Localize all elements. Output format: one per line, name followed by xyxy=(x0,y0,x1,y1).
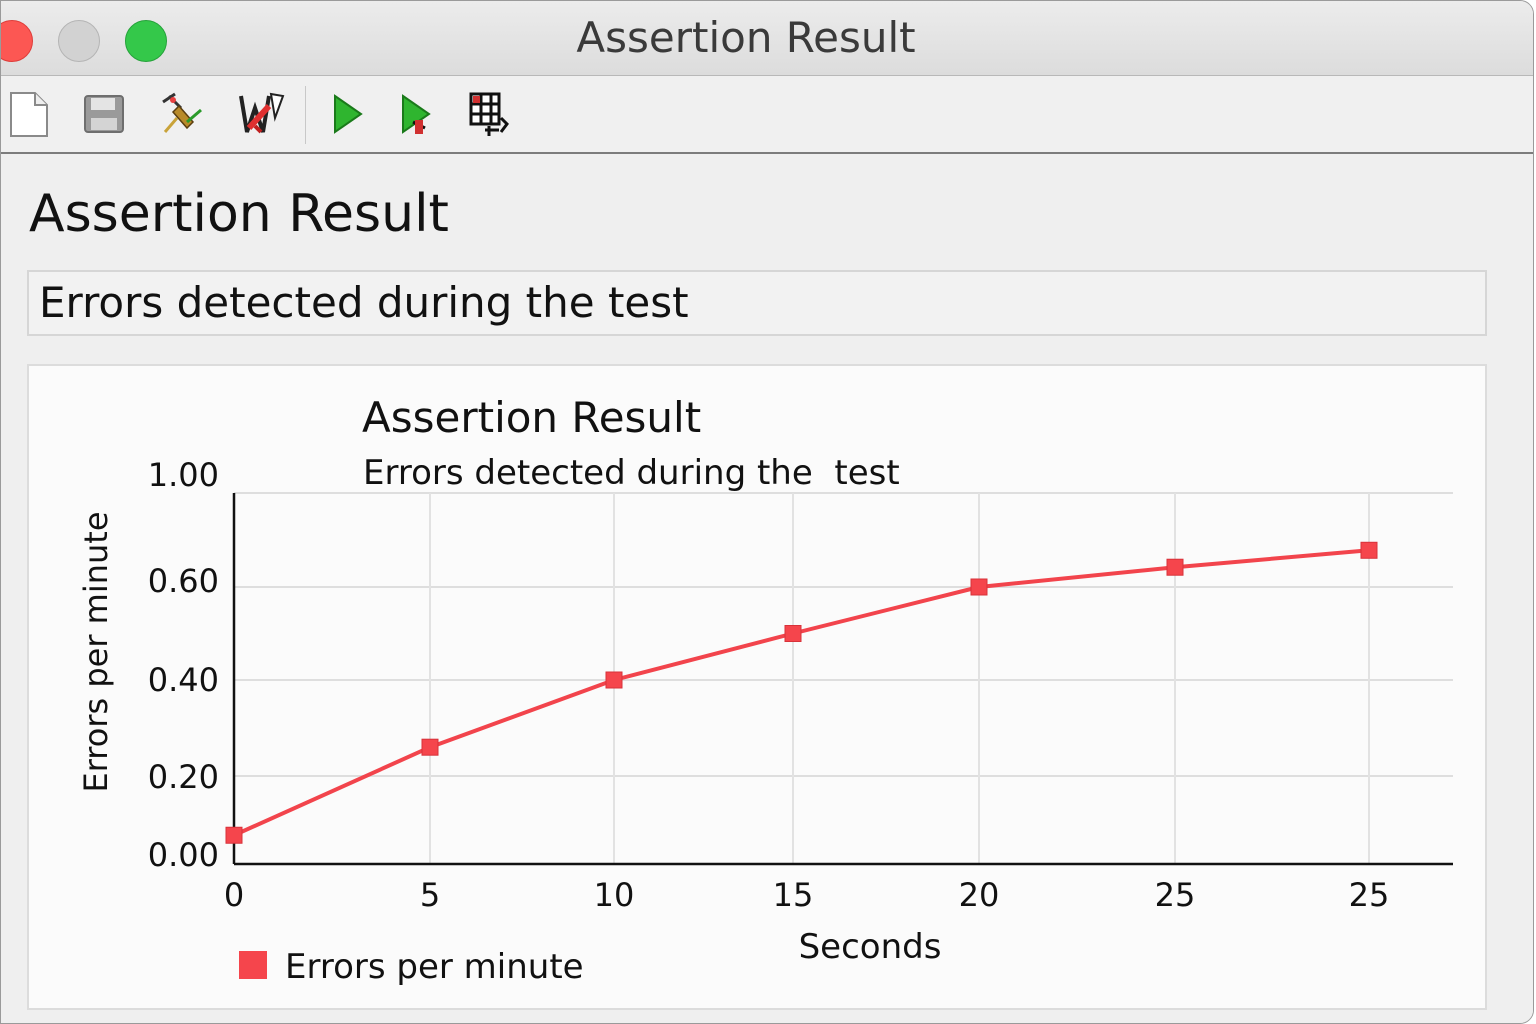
clear-icon[interactable] xyxy=(155,88,207,140)
data-point xyxy=(421,738,439,756)
name-field[interactable]: Errors detected during the test xyxy=(27,270,1487,336)
data-point xyxy=(970,578,988,596)
y-tick-labels: 0.00 0.20 0.40 0.60 1.00 xyxy=(148,456,219,874)
chart-svg: Assertion Result Errors detected during … xyxy=(77,393,1453,987)
x-tick-label: 25 xyxy=(1155,876,1196,914)
x-tick-labels: 0 5 10 15 20 25 25 xyxy=(224,876,1390,914)
title-bar: Assertion Result xyxy=(1,1,1533,76)
start-no-pauses-icon[interactable] xyxy=(391,88,443,140)
name-field-value: Errors detected during the test xyxy=(39,278,689,327)
y-tick-label: 0.60 xyxy=(148,562,219,600)
chart-title: Assertion Result xyxy=(362,393,701,442)
toolbar-separator xyxy=(305,86,306,144)
toolbar xyxy=(1,76,1533,154)
x-tick-label: 5 xyxy=(420,876,440,914)
chart-subtitle: Errors detected during the test xyxy=(363,453,900,493)
x-tick-label: 20 xyxy=(959,876,1000,914)
chart-grid xyxy=(234,492,1453,864)
data-point xyxy=(1360,541,1378,559)
x-tick-label: 0 xyxy=(224,876,244,914)
x-axis-label: Seconds xyxy=(799,927,942,967)
content-area: Assertion Result Errors detected during … xyxy=(1,154,1533,1023)
data-point xyxy=(1166,558,1184,576)
series-errors-per-minute xyxy=(225,541,1378,844)
y-tick-label: 0.20 xyxy=(148,758,219,796)
window-title: Assertion Result xyxy=(576,13,916,62)
page-title: Assertion Result xyxy=(29,184,449,244)
data-point xyxy=(784,625,802,642)
y-axis-label: Errors per minute xyxy=(77,511,115,792)
x-tick-label: 10 xyxy=(594,876,635,914)
clear-all-icon[interactable] xyxy=(235,88,287,140)
new-icon[interactable] xyxy=(3,88,55,140)
x-tick-label: 25 xyxy=(1349,876,1390,914)
legend-label: Errors per minute xyxy=(285,947,584,987)
y-tick-label: 0.40 xyxy=(148,661,219,699)
data-point xyxy=(225,826,243,844)
zoom-window-button[interactable] xyxy=(125,20,167,62)
close-window-button[interactable] xyxy=(1,20,33,62)
save-icon[interactable] xyxy=(79,88,131,140)
data-point xyxy=(605,671,623,689)
start-icon[interactable] xyxy=(321,88,373,140)
minimize-window-button[interactable] xyxy=(58,20,100,62)
y-tick-label: 1.00 xyxy=(148,456,219,494)
remote-start-icon[interactable] xyxy=(463,88,515,140)
legend-swatch xyxy=(239,951,267,979)
chart-panel: Assertion Result Errors detected during … xyxy=(27,364,1487,1010)
x-tick-label: 15 xyxy=(773,876,814,914)
legend: Errors per minute xyxy=(239,947,584,987)
y-tick-label: 0.00 xyxy=(148,836,219,874)
chart-axes xyxy=(232,493,1453,866)
series-line xyxy=(233,548,1370,838)
